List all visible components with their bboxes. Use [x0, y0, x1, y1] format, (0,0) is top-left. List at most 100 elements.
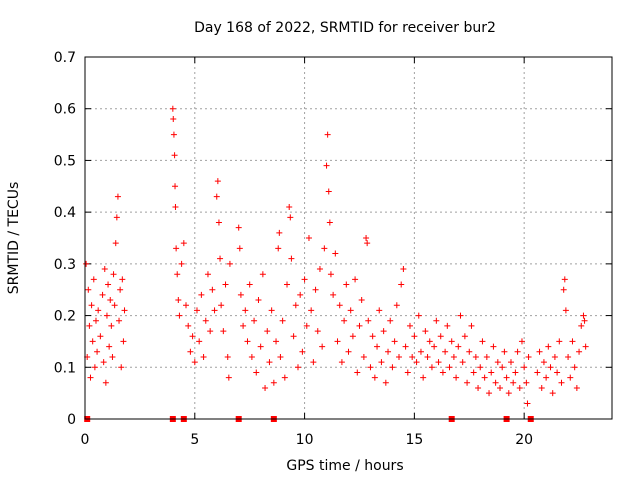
data-point [558, 379, 565, 386]
data-point [119, 276, 126, 283]
data-point [573, 384, 580, 391]
data-point [409, 353, 416, 360]
data-point [226, 260, 233, 267]
data-point [393, 302, 400, 309]
data-point [371, 374, 378, 381]
data-point [173, 245, 180, 252]
data-point [571, 364, 578, 371]
data-point [560, 286, 567, 293]
data-point [501, 348, 508, 355]
data-point [422, 328, 429, 335]
data-point [118, 364, 125, 371]
data-point [326, 219, 333, 226]
data-point [404, 369, 411, 376]
data-point [108, 322, 115, 329]
data-point [169, 105, 176, 112]
data-point [244, 338, 251, 345]
data-point [185, 322, 192, 329]
grid [85, 57, 612, 419]
data-point [499, 364, 506, 371]
data-point [107, 297, 114, 304]
data-point [290, 333, 297, 340]
data-point [468, 322, 475, 329]
y-tick-label: 0.7 [54, 50, 76, 66]
data-point [87, 374, 94, 381]
y-axis-label: SRMTID / TECUs [6, 182, 22, 295]
data-point [198, 291, 205, 298]
data-point [83, 260, 90, 267]
data-point [538, 384, 545, 391]
data-point [248, 353, 255, 360]
data-point [492, 379, 499, 386]
data-point [85, 286, 92, 293]
data-point [180, 240, 187, 247]
data-point [349, 333, 356, 340]
data-point [420, 374, 427, 381]
data-point [437, 333, 444, 340]
data-point [264, 328, 271, 335]
data-point [545, 343, 552, 350]
data-point [494, 359, 501, 366]
data-point [288, 255, 295, 262]
data-point [521, 364, 528, 371]
data-point [507, 359, 514, 366]
data-point [347, 307, 354, 314]
data-point [358, 297, 365, 304]
data-point [385, 348, 392, 355]
data-point [505, 390, 512, 397]
data-point [111, 302, 118, 309]
data-point [207, 328, 214, 335]
data-point [376, 307, 383, 314]
data-point [345, 348, 352, 355]
data-point [101, 266, 108, 273]
data-point [406, 322, 413, 329]
data-point [200, 353, 207, 360]
data-point [470, 369, 477, 376]
data-point [193, 307, 200, 314]
data-point [417, 348, 424, 355]
data-point [224, 353, 231, 360]
data-point [378, 359, 385, 366]
data-point [187, 348, 194, 355]
data-point [332, 250, 339, 257]
data-point [117, 286, 124, 293]
data-point [343, 281, 350, 288]
data-point [457, 312, 464, 319]
data-point [360, 353, 367, 360]
y-tick-label: 0.5 [54, 153, 76, 169]
data-point [321, 245, 328, 252]
data-point [396, 353, 403, 360]
data-point [415, 312, 422, 319]
data-point [477, 364, 484, 371]
data-point [325, 188, 332, 195]
data-point [213, 193, 220, 200]
data-point [100, 359, 107, 366]
data-point [262, 384, 269, 391]
data-point [578, 322, 585, 329]
data-point [444, 322, 451, 329]
data-point [266, 359, 273, 366]
data-point [310, 359, 317, 366]
data-point [276, 229, 283, 236]
data-point [389, 364, 396, 371]
data-point [242, 307, 249, 314]
data-point [235, 224, 242, 231]
data-point [334, 338, 341, 345]
data-point [580, 312, 587, 319]
data-point [352, 276, 359, 283]
data-point [209, 286, 216, 293]
data-point [554, 369, 561, 376]
data-point [536, 348, 543, 355]
data-point [312, 286, 319, 293]
data-point [411, 333, 418, 340]
data-point [214, 178, 221, 185]
data-point [442, 348, 449, 355]
data-point [89, 338, 96, 345]
data-point [202, 317, 209, 324]
data-point [387, 317, 394, 324]
data-point [316, 266, 323, 273]
chart-title: Day 168 of 2022, SRMTID for receiver bur… [194, 20, 496, 36]
data-point [319, 343, 326, 350]
x-axis-label: GPS time / hours [286, 458, 403, 474]
